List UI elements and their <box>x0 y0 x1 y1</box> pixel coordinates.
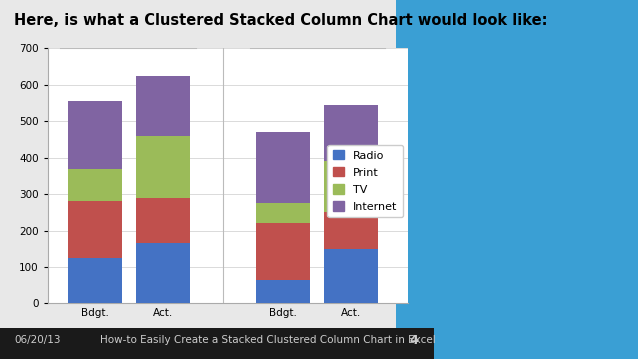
Bar <box>68 258 122 303</box>
Bar <box>68 169 122 201</box>
Legend: Radio, Print, TV, Internet: Radio, Print, TV, Internet <box>327 145 403 218</box>
Bar <box>136 136 190 198</box>
Bar <box>323 105 378 161</box>
Bar <box>136 76 190 136</box>
Bar <box>256 132 310 203</box>
Text: Product 1: Product 1 <box>101 345 157 358</box>
Text: Product 2: Product 2 <box>289 345 345 358</box>
Bar <box>323 212 378 249</box>
Text: How-to Easily Create a Stacked Clustered Column Chart in Excel: How-to Easily Create a Stacked Clustered… <box>100 335 436 345</box>
Text: 06/20/13: 06/20/13 <box>14 335 61 345</box>
Bar <box>323 161 378 212</box>
Bar <box>68 101 122 169</box>
Bar <box>68 201 122 258</box>
Bar <box>136 198 190 243</box>
Bar <box>256 280 310 303</box>
Bar <box>256 203 310 223</box>
Bar <box>323 249 378 303</box>
Bar <box>136 243 190 303</box>
Text: Here, is what a Clustered Stacked Column Chart would look like:: Here, is what a Clustered Stacked Column… <box>14 13 547 28</box>
Text: 4: 4 <box>409 334 418 347</box>
Bar <box>256 223 310 280</box>
